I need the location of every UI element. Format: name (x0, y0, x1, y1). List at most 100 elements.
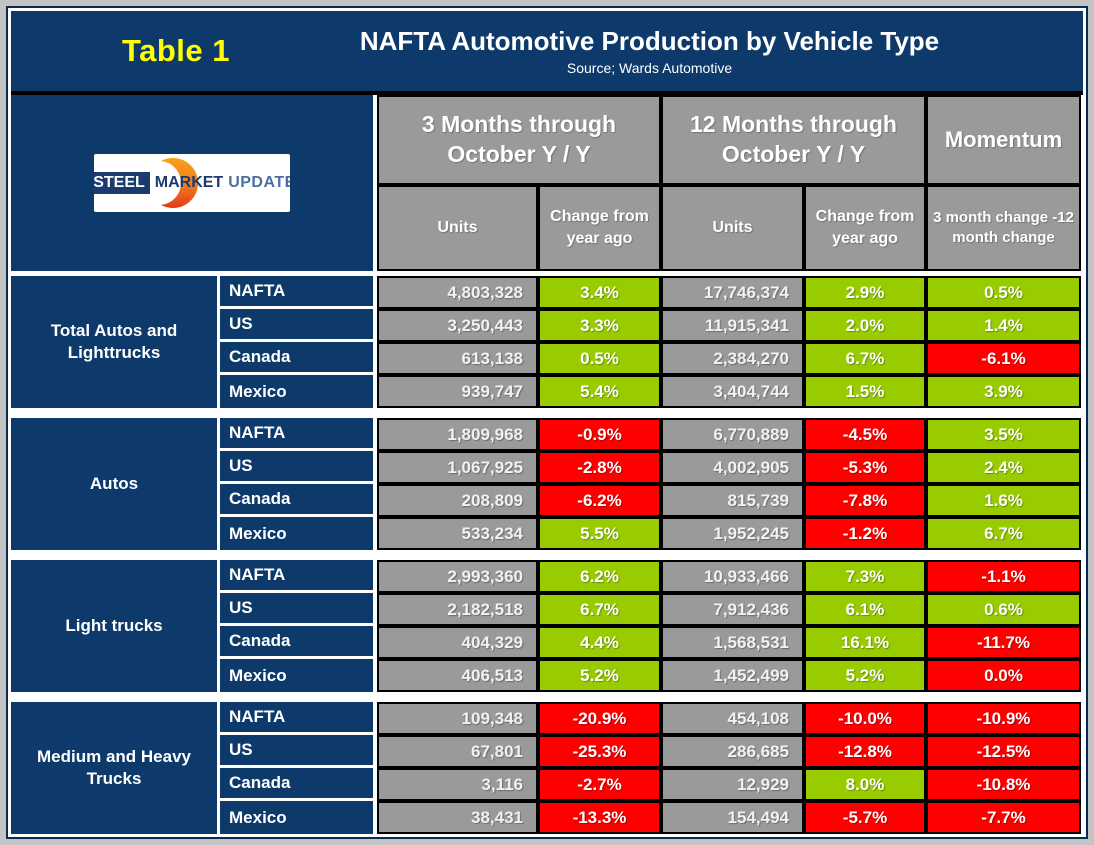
subheader-change-12mo: Change from year ago (804, 185, 926, 271)
units-cell: 154,494 (661, 801, 804, 834)
steel-market-update-logo: STEEL MARKET UPDATE (94, 154, 290, 212)
change-cell: 5.2% (804, 659, 926, 692)
units-cell: 286,685 (661, 735, 804, 768)
change-cell: 6.1% (804, 593, 926, 626)
category-cell: Medium and Heavy Trucks (11, 702, 220, 834)
change-cell: -2.7% (538, 768, 661, 801)
change-cell: 8.0% (804, 768, 926, 801)
change-cell: 4.4% (538, 626, 661, 659)
units-cell: 613,138 (377, 342, 538, 375)
change-cell: -2.8% (538, 451, 661, 484)
momentum-cell: -10.9% (926, 702, 1081, 735)
momentum-cell: 0.5% (926, 276, 1081, 309)
header-separator (11, 271, 1083, 276)
momentum-cell: 0.6% (926, 593, 1081, 626)
change-cell: 3.3% (538, 309, 661, 342)
change-cell: 6.7% (538, 593, 661, 626)
region-cell: US (220, 593, 377, 626)
region-cell: Canada (220, 626, 377, 659)
change-cell: -5.7% (804, 801, 926, 834)
momentum-cell: 1.6% (926, 484, 1081, 517)
units-cell: 1,809,968 (377, 418, 538, 451)
region-cell: Mexico (220, 375, 377, 408)
change-cell: 6.7% (804, 342, 926, 375)
table-header: STEEL MARKET UPDATE 3 Months through Oct… (11, 95, 1083, 271)
units-cell: 404,329 (377, 626, 538, 659)
momentum-cell: 1.4% (926, 309, 1081, 342)
units-cell: 7,912,436 (661, 593, 804, 626)
units-cell: 1,568,531 (661, 626, 804, 659)
change-cell: -0.9% (538, 418, 661, 451)
logo-text: STEEL MARKET UPDATE (94, 154, 290, 212)
momentum-cell: -11.7% (926, 626, 1081, 659)
page-title: NAFTA Automotive Production by Vehicle T… (359, 26, 940, 56)
units-cell: 1,952,245 (661, 517, 804, 550)
source-line: Source; Wards Automotive (566, 60, 733, 76)
change-cell: 7.3% (804, 560, 926, 593)
region-cell: Canada (220, 484, 377, 517)
column-group-momentum: Momentum (926, 95, 1081, 185)
region-cell: NAFTA (220, 276, 377, 309)
units-cell: 1,067,925 (377, 451, 538, 484)
region-cell: NAFTA (220, 702, 377, 735)
vehicle-group: Total Autos and Lighttrucks NAFTA 4,803,32… (11, 276, 1083, 408)
table-body: Total Autos and Lighttrucks NAFTA 4,803,32… (11, 276, 1083, 834)
category-cell: Autos (11, 418, 220, 550)
change-cell: 5.5% (538, 517, 661, 550)
units-cell: 17,746,374 (661, 276, 804, 309)
category-cell: Light trucks (11, 560, 220, 692)
momentum-cell: 3.9% (926, 375, 1081, 408)
logo-cell: STEEL MARKET UPDATE (11, 95, 377, 271)
logo-word-steel: STEEL (94, 172, 150, 194)
units-cell: 533,234 (377, 517, 538, 550)
momentum-cell: 0.0% (926, 659, 1081, 692)
units-cell: 815,739 (661, 484, 804, 517)
group-separator (11, 408, 1083, 418)
change-cell: -20.9% (538, 702, 661, 735)
units-cell: 3,404,744 (661, 375, 804, 408)
subheader-change-3mo: Change from year ago (538, 185, 661, 271)
units-cell: 1,452,499 (661, 659, 804, 692)
momentum-cell: -12.5% (926, 735, 1081, 768)
category-cell: Total Autos and Lighttrucks (11, 276, 220, 408)
momentum-cell: -10.8% (926, 768, 1081, 801)
change-cell: 2.9% (804, 276, 926, 309)
region-cell: Canada (220, 342, 377, 375)
change-cell: 1.5% (804, 375, 926, 408)
change-cell: -7.8% (804, 484, 926, 517)
column-group-12-months: 12 Months through October Y / Y (661, 95, 926, 185)
momentum-cell: 2.4% (926, 451, 1081, 484)
change-cell: 2.0% (804, 309, 926, 342)
units-cell: 4,803,328 (377, 276, 538, 309)
units-cell: 67,801 (377, 735, 538, 768)
units-cell: 406,513 (377, 659, 538, 692)
region-cell: US (220, 451, 377, 484)
region-cell: Mexico (220, 659, 377, 692)
momentum-cell: -7.7% (926, 801, 1081, 834)
column-group-3-months: 3 Months through October Y / Y (377, 95, 661, 185)
region-cell: NAFTA (220, 560, 377, 593)
region-cell: Mexico (220, 801, 377, 834)
units-cell: 2,384,270 (661, 342, 804, 375)
units-cell: 3,250,443 (377, 309, 538, 342)
change-cell: -4.5% (804, 418, 926, 451)
change-cell: -1.2% (804, 517, 926, 550)
units-cell: 12,929 (661, 768, 804, 801)
group-separator (11, 692, 1083, 702)
units-cell: 939,747 (377, 375, 538, 408)
region-cell: NAFTA (220, 418, 377, 451)
units-cell: 109,348 (377, 702, 538, 735)
change-cell: 5.4% (538, 375, 661, 408)
region-cell: US (220, 735, 377, 768)
region-cell: Mexico (220, 517, 377, 550)
table-sheet: Table 1 NAFTA Automotive Production by V… (6, 6, 1088, 839)
vehicle-group: Medium and Heavy Trucks NAFTA 109,348 -20.9… (11, 702, 1083, 834)
momentum-cell: -6.1% (926, 342, 1081, 375)
region-cell: US (220, 309, 377, 342)
change-cell: 0.5% (538, 342, 661, 375)
logo-crescent-icon (137, 158, 198, 208)
units-cell: 38,431 (377, 801, 538, 834)
region-cell: Canada (220, 768, 377, 801)
momentum-cell: -1.1% (926, 560, 1081, 593)
